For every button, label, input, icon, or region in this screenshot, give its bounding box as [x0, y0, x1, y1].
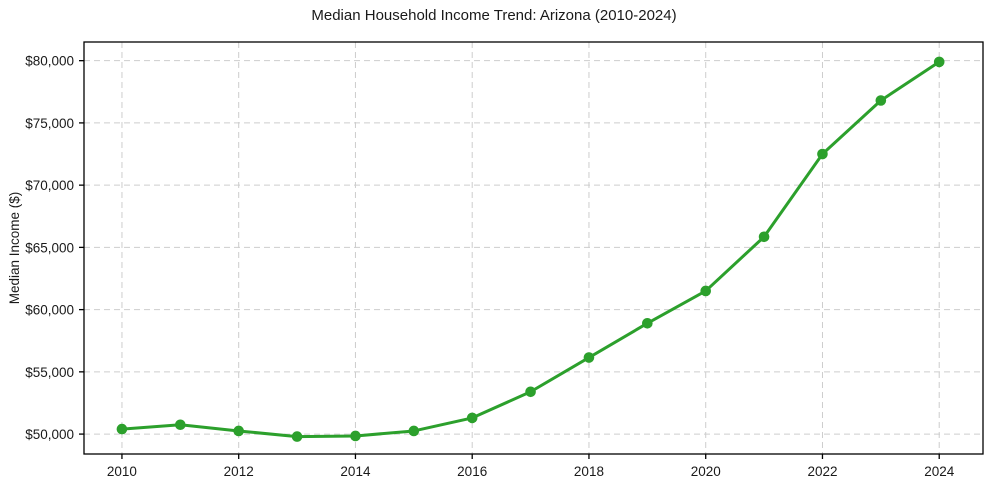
x-tick-label: 2010	[107, 464, 137, 479]
data-point-2019	[642, 318, 653, 329]
data-point-2022	[817, 148, 828, 160]
trend-line	[120, 60, 941, 439]
data-point-2011	[175, 419, 186, 431]
data-point-2023	[875, 95, 887, 106]
data-point-2012	[233, 425, 244, 437]
plot-area: 2010 2012 2014 2016 2018 2020 2022 2024 $50,000 $…	[25, 41, 984, 479]
y-tick-label: $60,000	[25, 303, 74, 318]
data-point-2014	[350, 430, 361, 442]
data-point-2020	[700, 285, 712, 297]
x-tick-label: 2020	[691, 464, 721, 479]
data-point-2013	[291, 431, 303, 442]
x-tick-label: 2012	[224, 464, 254, 479]
y-tick-label: $50,000	[25, 427, 74, 442]
y-tick-label: $70,000	[25, 178, 74, 193]
y-tick-label: $80,000	[25, 54, 74, 69]
y-tick-label: $55,000	[25, 365, 74, 380]
data-point-2015	[408, 425, 420, 437]
x-tick-label: 2014	[340, 464, 371, 479]
x-tick-label: 2016	[457, 464, 487, 479]
data-point-2024	[933, 56, 945, 68]
data-point-2016	[466, 412, 478, 424]
x-tick-label: 2024	[924, 464, 955, 479]
data-point-2018	[583, 352, 595, 363]
x-tick-label: 2022	[807, 464, 837, 479]
data-point-2010	[116, 423, 128, 435]
chart-title: Median Household Income Trend: Arizona (…	[311, 7, 676, 24]
x-tick-label: 2018	[574, 464, 604, 479]
y-axis-label: Median Income ($)	[7, 192, 22, 305]
data-point-2021	[758, 231, 770, 243]
y-tick-label: $65,000	[25, 240, 74, 255]
data-point-2017	[525, 386, 536, 398]
y-tick-label: $75,000	[25, 116, 74, 131]
